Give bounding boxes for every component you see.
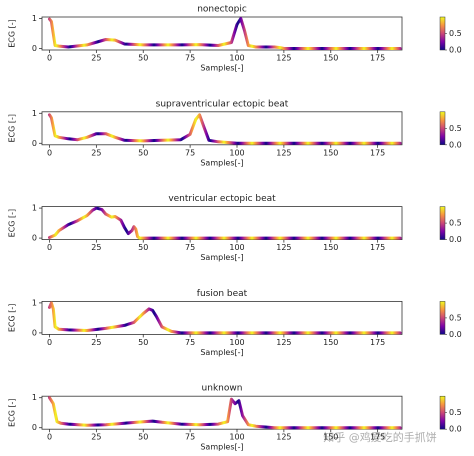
x-tick-label: 100	[229, 243, 244, 252]
x-tick-label: 175	[370, 148, 385, 157]
x-tick-label: 150	[323, 148, 338, 157]
subplot-title: nonectopic	[197, 5, 247, 15]
x-tick-label: 125	[276, 338, 291, 347]
ecg-line	[48, 113, 402, 145]
x-tick-label: 150	[323, 243, 338, 252]
x-tick-label: 125	[276, 243, 291, 252]
colorbar-tick-label: 0.0	[449, 140, 462, 149]
subplot-title: fusion beat	[197, 289, 248, 299]
x-tick-label: 0	[47, 243, 52, 252]
x-tick-label: 0	[47, 148, 52, 157]
x-tick-label: 25	[91, 148, 101, 157]
x-tick-label: 50	[138, 54, 148, 63]
subplot-title: supraventricular ectopic beat	[156, 99, 289, 109]
x-tick-label: 175	[370, 54, 385, 63]
x-tick-label: 125	[276, 148, 291, 157]
colorbar-tick-label: 0.5	[449, 313, 462, 322]
subplot-title: unknown	[202, 384, 243, 394]
x-axis-label: Samples[-]	[200, 443, 243, 452]
x-tick-label: 100	[229, 54, 244, 63]
x-tick-label: 175	[370, 243, 385, 252]
x-tick-label: 75	[185, 433, 195, 442]
y-axis-label: ECG [-]	[8, 19, 17, 48]
x-tick-label: 50	[138, 243, 148, 252]
x-tick-label: 150	[323, 338, 338, 347]
x-tick-label: 100	[229, 148, 244, 157]
x-tick-label: 0	[47, 433, 52, 442]
y-axis-label: ECG [-]	[8, 114, 17, 143]
x-axis-label: Samples[-]	[200, 64, 243, 73]
colorbar	[439, 206, 446, 240]
colorbar-tick-label: 0.5	[449, 408, 462, 417]
x-tick-label: 50	[138, 433, 148, 442]
x-tick-label: 50	[138, 338, 148, 347]
x-tick-label: 175	[370, 433, 385, 442]
x-tick-label: 150	[323, 54, 338, 63]
x-tick-label: 100	[229, 433, 244, 442]
x-axis-label: Samples[-]	[200, 158, 243, 167]
x-tick-label: 175	[370, 338, 385, 347]
x-axis-label: Samples[-]	[200, 253, 243, 262]
x-tick-label: 25	[91, 338, 101, 347]
y-tick-label: 1	[32, 14, 37, 23]
ecg-line	[48, 301, 402, 335]
ecg-line	[48, 17, 402, 50]
y-tick-label: 0	[32, 234, 37, 243]
y-tick-label: 0	[32, 139, 37, 148]
colorbar-tick-label: 0.0	[449, 46, 462, 55]
x-tick-label: 125	[276, 433, 291, 442]
colorbar	[439, 301, 446, 335]
x-tick-label: 125	[276, 54, 291, 63]
ecg-line	[48, 396, 402, 430]
y-axis-label: ECG [-]	[8, 304, 17, 333]
watermark: 知乎 @鸡爱吃的手抓饼	[323, 430, 437, 444]
colorbar-tick-label: 0.5	[449, 29, 462, 38]
axes-frame	[41, 395, 403, 430]
colorbar	[439, 16, 446, 51]
y-tick-label: 1	[32, 393, 37, 402]
y-axis-label: ECG [-]	[8, 209, 17, 238]
y-tick-label: 0	[32, 423, 37, 432]
colorbar-tick-label: 0.5	[449, 219, 462, 228]
y-tick-label: 0	[32, 328, 37, 337]
colorbar-tick-label: 0.0	[449, 330, 462, 339]
colorbar	[439, 111, 446, 146]
y-tick-label: 0	[32, 44, 37, 53]
x-tick-label: 0	[47, 338, 52, 347]
y-axis-label: ECG [-]	[8, 398, 17, 427]
x-tick-label: 25	[91, 433, 101, 442]
axes-frame	[41, 206, 403, 241]
x-tick-label: 100	[229, 338, 244, 347]
axes-frame	[41, 16, 403, 51]
x-axis-label: Samples[-]	[200, 348, 243, 357]
ecg-line	[48, 206, 402, 240]
x-tick-label: 50	[138, 148, 148, 157]
colorbar	[439, 395, 446, 430]
x-tick-label: 75	[185, 54, 195, 63]
y-tick-label: 1	[32, 204, 37, 213]
x-tick-label: 75	[185, 338, 195, 347]
x-tick-label: 25	[91, 243, 101, 252]
colorbar-tick-label: 0.0	[449, 235, 462, 244]
y-tick-label: 1	[32, 298, 37, 307]
axes-frame	[41, 111, 403, 146]
x-tick-label: 75	[185, 148, 195, 157]
x-tick-label: 75	[185, 243, 195, 252]
subplot-title: ventricular ectopic beat	[168, 194, 276, 204]
colorbar-tick-label: 0.0	[449, 425, 462, 434]
colorbar-tick-label: 0.5	[449, 124, 462, 133]
x-tick-label: 0	[47, 54, 52, 63]
y-tick-label: 1	[32, 109, 37, 118]
x-tick-label: 25	[91, 54, 101, 63]
x-tick-label: 150	[323, 433, 338, 442]
